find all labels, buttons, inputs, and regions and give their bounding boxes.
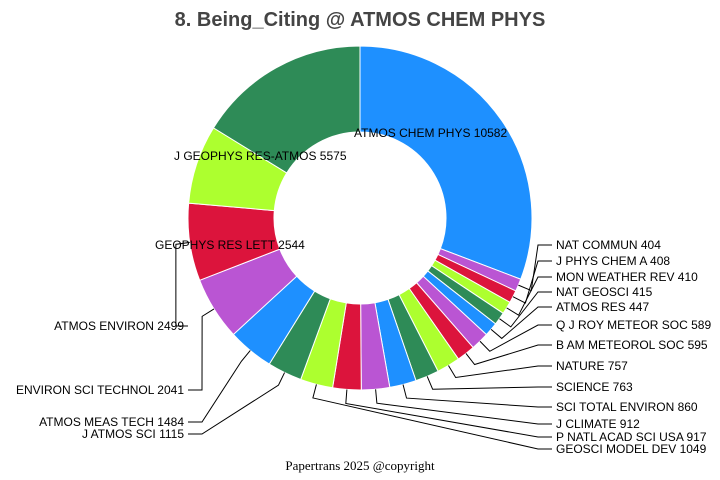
leader-j-climate — [375, 389, 552, 425]
label-j-phys-chem-a: J PHYS CHEM A 408 — [556, 254, 670, 268]
leader-geosci-model-dev — [312, 384, 552, 450]
label-atmos-meas-tech: ATMOS MEAS TECH 1484 — [39, 415, 184, 429]
leader-sci-total-environ — [402, 384, 552, 408]
leader-nat-commun — [518, 244, 552, 292]
leader-environ-sci-technol — [188, 308, 215, 391]
label-b-am-meteorol-soc: B AM METEOROL SOC 595 — [556, 338, 708, 352]
leader-p-natl-acad-sci-usa — [345, 389, 552, 438]
leader-lines-group — [175, 241, 552, 450]
label-p-natl-acad-sci-usa: P NATL ACAD SCI USA 917 — [556, 430, 707, 444]
label-j-atmos-sci: J ATMOS SCI 1115 — [82, 427, 184, 441]
leader-science — [426, 376, 552, 390]
slice-atmos-chem-phys — [359, 45, 533, 280]
label-mon-weather-rev: MON WEATHER REV 410 — [556, 270, 698, 284]
leader-nat-geosci — [499, 291, 552, 328]
leader-q-j-roy-meteor-soc — [479, 324, 552, 352]
footer-copyright: Papertrans 2025 @copyright — [285, 458, 435, 473]
slice-labels-group: ATMOS CHEM PHYS 10582 NAT COMMUN 404 J PHY… — [16, 126, 712, 456]
label-atmos-res: ATMOS RES 447 — [556, 300, 649, 314]
chart-title: 8. Being_Citing @ ATMOS CHEM PHYS — [175, 9, 546, 31]
leader-atmos-environ — [175, 241, 190, 327]
label-geophys-res-lett: GEOPHYS RES LETT 2544 — [155, 238, 305, 252]
label-nat-commun: NAT COMMUN 404 — [556, 238, 661, 252]
leader-atmos-meas-tech — [188, 350, 251, 423]
label-sci-total-environ: SCI TOTAL ENVIRON 860 — [556, 400, 698, 414]
label-science: SCIENCE 763 — [556, 380, 633, 394]
slices-group — [187, 45, 533, 391]
label-j-climate: J CLIMATE 912 — [556, 417, 640, 431]
leader-mon-weather-rev — [506, 276, 552, 316]
label-atmos-environ: ATMOS ENVIRON 2499 — [54, 319, 184, 333]
slice-j-geophys-res-atmos — [212, 45, 361, 174]
leader-atmos-res — [490, 306, 552, 340]
leader-j-phys-chem-a — [512, 260, 552, 304]
leader-j-atmos-sci — [188, 372, 286, 435]
label-geosci-model-dev: GEOSCI MODEL DEV 1049 — [556, 442, 707, 456]
leader-b-am-meteorol-soc — [465, 344, 552, 366]
label-atmos-chem-phys: ATMOS CHEM PHYS 10582 — [354, 126, 507, 140]
leader-nature — [448, 365, 552, 379]
label-environ-sci-technol: ENVIRON SCI TECHNOL 2041 — [16, 383, 184, 397]
label-nat-geosci: NAT GEOSCI 415 — [556, 285, 653, 299]
label-nature: NATURE 757 — [556, 359, 628, 373]
label-j-geophys-res-atmos: J GEOPHYS RES-ATMOS 5575 — [174, 149, 347, 163]
label-q-j-roy-meteor-soc: Q J ROY METEOR SOC 589 — [556, 318, 711, 332]
